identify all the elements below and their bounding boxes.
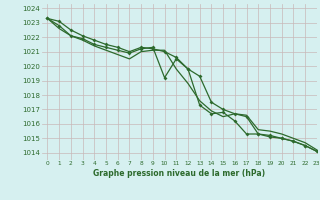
X-axis label: Graphe pression niveau de la mer (hPa): Graphe pression niveau de la mer (hPa) [93,169,265,178]
